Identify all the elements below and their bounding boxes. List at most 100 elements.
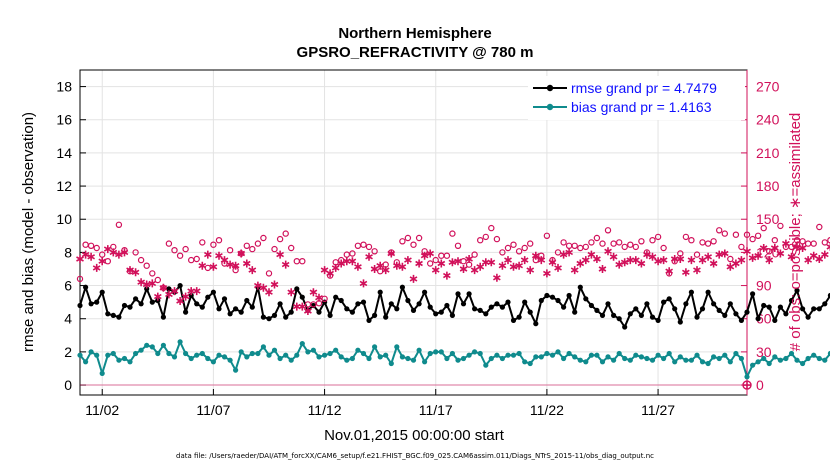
- bias-point: [816, 355, 822, 362]
- assimilated-point: [237, 249, 246, 258]
- assimilated-point: [531, 251, 540, 260]
- rmse-point: [816, 306, 822, 312]
- bias-point: [738, 355, 745, 362]
- assimilated-point: [437, 259, 446, 268]
- bias-point: [544, 350, 550, 357]
- y-tick-label: 12: [56, 178, 72, 194]
- assimilated-point: [498, 261, 507, 270]
- possible-point: [254, 240, 262, 247]
- rmse-point: [438, 309, 444, 315]
- bias-point: [88, 349, 94, 355]
- bias-point: [260, 344, 266, 350]
- assimilated-point: [76, 255, 84, 263]
- bias-point: [761, 355, 767, 362]
- possible-point: [310, 301, 317, 308]
- possible-point: [527, 240, 534, 247]
- assimilated-point: [504, 256, 512, 265]
- assimilated-point: [492, 273, 501, 282]
- bias-point: [105, 352, 111, 358]
- assimilated-point: [759, 244, 768, 252]
- assimilated-point: [265, 288, 273, 297]
- assimilated-point: [304, 307, 312, 315]
- assimilated-point: [454, 257, 462, 266]
- bias-point: [383, 352, 389, 358]
- bias-point: [688, 357, 695, 363]
- possible-point: [282, 230, 289, 237]
- bias-point: [216, 352, 222, 358]
- rmse-point: [127, 304, 133, 310]
- bias-point: [166, 350, 172, 357]
- assimilated-point: [148, 279, 157, 288]
- bias-point: [533, 354, 539, 360]
- y-right-tick-label: 90: [756, 278, 772, 294]
- assimilated-point: [404, 256, 412, 265]
- rmse-point: [399, 284, 405, 290]
- rmse-point: [800, 306, 806, 312]
- y-right-tick-label: 210: [756, 145, 780, 161]
- assimilated-point: [643, 250, 651, 259]
- bias-point: [310, 347, 316, 353]
- bias-point: [249, 350, 255, 357]
- possible-point: [827, 237, 830, 244]
- possible-point: [738, 243, 745, 251]
- y-tick-label: 18: [56, 79, 72, 95]
- rmse-point: [405, 297, 411, 304]
- bias-point: [572, 354, 578, 360]
- bias-point: [116, 357, 122, 363]
- bias-point: [194, 352, 200, 358]
- bias-point: [605, 354, 611, 360]
- assimilated-point: [770, 244, 779, 252]
- assimilated-point: [281, 260, 290, 269]
- rmse-point: [483, 311, 489, 317]
- bias-point: [322, 352, 328, 358]
- rmse-point: [99, 289, 105, 295]
- possible-point: [288, 244, 295, 252]
- bias-point: [83, 359, 89, 365]
- bias-point: [505, 352, 511, 358]
- bias-point: [133, 350, 139, 357]
- bias-point: [271, 347, 278, 353]
- bias-point: [455, 357, 461, 363]
- bias-point: [477, 350, 483, 357]
- bias-point: [244, 354, 250, 360]
- possible-point: [638, 238, 645, 245]
- assimilated-point: [820, 250, 829, 259]
- rmse-point: [472, 306, 478, 312]
- assimilated-point: [253, 281, 262, 290]
- rmse-point: [260, 314, 266, 320]
- rmse-point: [594, 307, 600, 313]
- bias-point: [171, 354, 178, 360]
- rmse-point: [555, 297, 561, 304]
- rmse-point: [121, 302, 128, 309]
- legend-box: [528, 76, 745, 120]
- possible-point: [427, 260, 434, 267]
- rmse-point: [577, 284, 583, 290]
- possible-point: [265, 270, 273, 277]
- bias-point: [527, 360, 533, 367]
- possible-point: [154, 276, 161, 284]
- bias-point: [633, 352, 639, 358]
- rmse-point: [449, 312, 455, 318]
- bias-point: [588, 352, 595, 358]
- possible-point: [699, 239, 706, 246]
- bias-point: [377, 354, 383, 360]
- rmse-point: [249, 304, 255, 310]
- bias-point: [566, 350, 572, 357]
- legend-bias-label: bias grand pr = 1.4163: [571, 99, 712, 115]
- bias-point: [233, 367, 239, 373]
- possible-point: [454, 242, 462, 249]
- rmse-point: [83, 284, 89, 290]
- possible-point: [704, 240, 712, 247]
- bias-point: [327, 350, 333, 357]
- rmse-point: [460, 301, 467, 307]
- rmse-point: [533, 321, 539, 327]
- assimilated-point: [520, 256, 529, 265]
- bias-point: [388, 360, 394, 367]
- y-tick-label: 0: [64, 377, 72, 393]
- assimilated-point: [715, 250, 724, 259]
- assimilated-point: [787, 252, 796, 261]
- y-tick-label: 16: [56, 112, 72, 128]
- possible-point: [804, 240, 812, 247]
- bias-point: [266, 352, 272, 358]
- assimilated-point: [226, 260, 234, 269]
